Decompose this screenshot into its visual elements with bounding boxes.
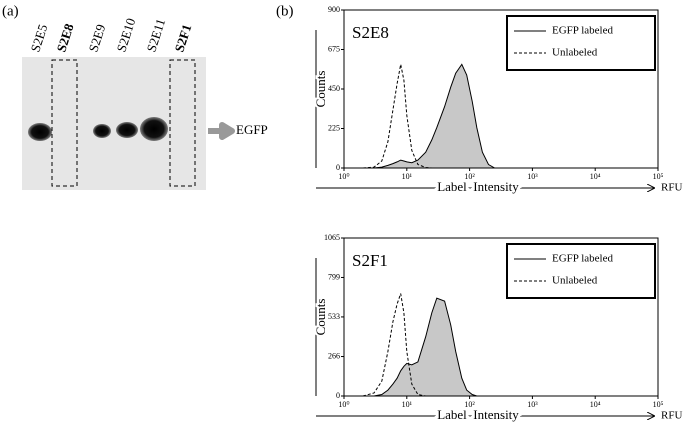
y-tick-label: 900 (328, 5, 340, 14)
band (93, 124, 111, 138)
histogram-series (362, 293, 495, 397)
y-tick-label: 0 (336, 163, 340, 172)
y-tick-label: 225 (328, 123, 340, 132)
charts: Counts Label Intensity RFU 0 225 450 675 900 10⁰… (311, 5, 682, 423)
legend-label: EGFP labeled (552, 253, 613, 265)
lane-label: S2F1 (171, 22, 194, 53)
band (116, 122, 138, 138)
panel-label: (a) (2, 3, 19, 19)
legend-box (506, 15, 656, 71)
chart-title: S2E8 (352, 23, 389, 42)
lane-label: S2E10 (113, 16, 138, 54)
panel-label: (b) (276, 3, 294, 19)
x-unit: RFU (661, 410, 682, 422)
x-tick-label: 10⁰ (338, 172, 349, 181)
x-tick-label: 10¹ (402, 400, 413, 409)
x-tick-label: 10³ (527, 400, 538, 409)
y-tick-label: 533 (328, 312, 340, 321)
legend-label: Unlabeled (552, 47, 598, 59)
y-tick-label: 799 (328, 272, 340, 281)
histogram-series (362, 297, 495, 397)
legend-label: Unlabeled (552, 275, 598, 287)
arrow (208, 122, 235, 140)
lane-label: S2E9 (85, 22, 108, 53)
blot (22, 57, 206, 190)
highlight-box (169, 59, 196, 187)
lanes: S2E5 S2E8 S2E9 S2E10 S2E11 S2F1 (27, 16, 194, 54)
y-axis-label: Counts (313, 299, 328, 336)
x-tick-label: 10⁵ (653, 172, 664, 181)
x-tick-label: 10⁴ (590, 172, 601, 181)
lane-label: S2E11 (143, 17, 168, 54)
chart-title: S2F1 (352, 251, 388, 270)
histogram-series (362, 63, 497, 169)
lane-label: S2E8 (53, 21, 76, 54)
y-tick-label: 0 (336, 391, 340, 400)
x-tick-label: 10³ (527, 172, 538, 181)
x-axis-label: Label Intensity (437, 407, 519, 422)
x-unit: RFU (661, 182, 682, 194)
marker-label: EGFP (236, 122, 268, 137)
x-tick-label: 10² (464, 400, 475, 409)
histogram: Counts Label Intensity RFU 0 266 533 799 1065 10… (311, 233, 682, 423)
legend-label: EGFP labeled (552, 25, 613, 37)
x-tick-label: 10⁰ (338, 400, 349, 409)
x-tick-label: 10⁵ (653, 400, 664, 409)
x-tick-label: 10⁴ (590, 400, 601, 409)
band (28, 123, 52, 141)
y-axis-label: Counts (313, 71, 328, 108)
y-tick-label: 266 (328, 351, 340, 360)
y-tick-label: 675 (328, 44, 340, 53)
lane-label: S2E5 (27, 22, 50, 53)
y-tick-label: 1065 (324, 233, 340, 242)
legend-box (506, 243, 656, 299)
histogram: Counts Label Intensity RFU 0 225 450 675 900 10⁰… (311, 5, 682, 197)
y-tick-label: 450 (328, 84, 340, 93)
x-tick-label: 10² (464, 172, 475, 181)
x-axis-label: Label Intensity (437, 179, 519, 194)
x-tick-label: 10¹ (402, 172, 413, 181)
band (140, 117, 168, 141)
highlight-box (51, 59, 78, 187)
